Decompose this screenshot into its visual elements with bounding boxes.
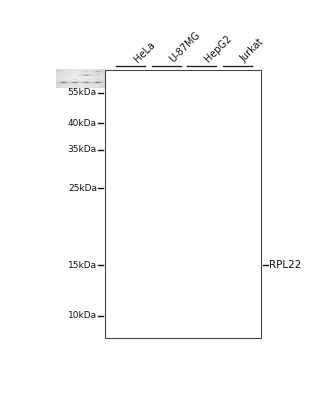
Text: 25kDa: 25kDa	[68, 184, 97, 193]
Text: HepG2: HepG2	[203, 33, 234, 64]
Text: U-87MG: U-87MG	[168, 29, 202, 64]
Text: RPL22: RPL22	[269, 260, 301, 270]
Bar	[106, 70, 261, 338]
Text: 10kDa: 10kDa	[68, 312, 97, 320]
Text: Jurkat: Jurkat	[239, 37, 266, 64]
Text: HeLa: HeLa	[132, 39, 157, 64]
Text: 15kDa: 15kDa	[68, 261, 97, 270]
Text: 40kDa: 40kDa	[68, 119, 97, 128]
Text: 35kDa: 35kDa	[68, 145, 97, 154]
Text: 55kDa: 55kDa	[68, 88, 97, 97]
